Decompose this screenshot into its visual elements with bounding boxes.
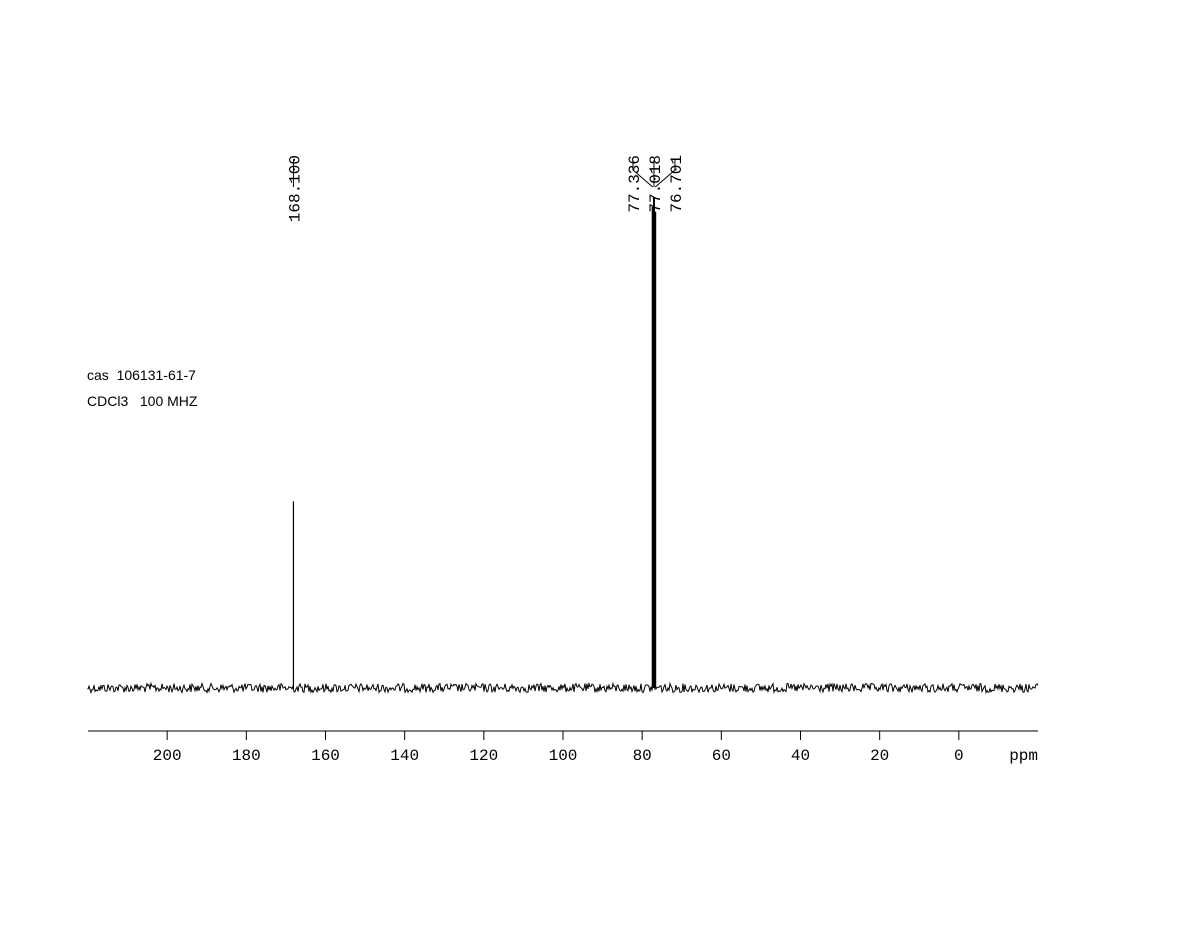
x-tick-label: 120 (469, 747, 498, 765)
x-tick-label: 140 (390, 747, 419, 765)
x-axis-label: ppm (1009, 747, 1038, 765)
x-tick-label: 80 (633, 747, 652, 765)
x-tick-label: 100 (549, 747, 578, 765)
x-tick-label: 60 (712, 747, 731, 765)
noise-baseline (87, 681, 1039, 695)
annotation: cas 106131-61-7 (87, 367, 196, 383)
peak-label: 168.100 (286, 155, 304, 222)
peak-label-leader (632, 160, 654, 188)
x-tick-label: 160 (311, 747, 340, 765)
peak-label: 77.018 (647, 155, 665, 213)
peak-label-leader (654, 160, 676, 188)
x-tick-label: 40 (791, 747, 810, 765)
x-tick-label: 180 (232, 747, 261, 765)
peak-label: 77.336 (626, 155, 644, 213)
peak-label: 76.701 (668, 155, 686, 213)
annotation: CDCl3 100 MHZ (87, 393, 198, 409)
x-tick-label: 20 (870, 747, 889, 765)
x-tick-label: 0 (954, 747, 964, 765)
x-tick-label: 200 (153, 747, 182, 765)
